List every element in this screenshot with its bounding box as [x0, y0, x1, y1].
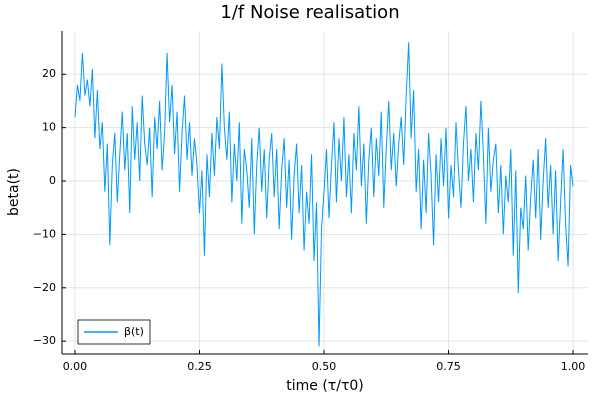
x-tick-label: 0.25: [187, 360, 212, 373]
x-tick-label: 0.75: [436, 360, 461, 373]
x-tick-label: 0.50: [312, 360, 337, 373]
y-tick-label: −30: [33, 334, 56, 347]
y-tick-label: −10: [33, 227, 56, 240]
y-tick-label: −20: [33, 281, 56, 294]
chart-title: 1/f Noise realisation: [220, 2, 399, 23]
legend-label: β(t): [124, 325, 144, 338]
x-tick-label: 1.00: [561, 360, 586, 373]
y-tick-label: 10: [42, 121, 56, 134]
x-tick-label: 0.00: [63, 360, 88, 373]
line: [74, 42, 574, 347]
y-tick-label: 20: [42, 67, 56, 80]
y-axis-label: beta(t): [6, 168, 22, 216]
y-tick-label: 0: [49, 174, 56, 187]
x-axis-label: time (τ/τ0): [286, 378, 364, 394]
